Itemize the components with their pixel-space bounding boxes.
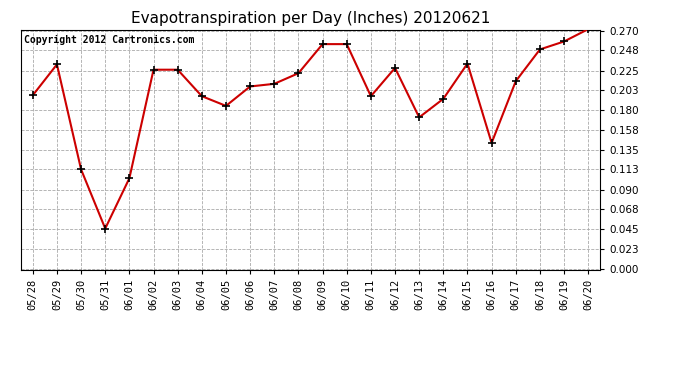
Text: Copyright 2012 Cartronics.com: Copyright 2012 Cartronics.com xyxy=(23,35,194,45)
Title: Evapotranspiration per Day (Inches) 20120621: Evapotranspiration per Day (Inches) 2012… xyxy=(131,11,490,26)
